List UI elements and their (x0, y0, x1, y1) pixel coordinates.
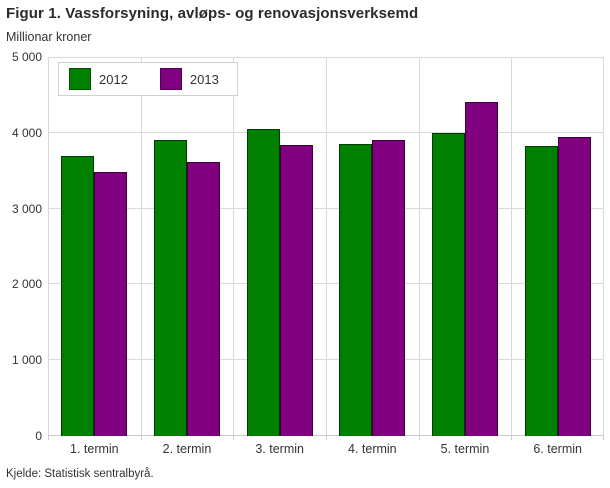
bar-group-2 (141, 57, 234, 436)
y-axis-tick-label: 1 000 (11, 353, 42, 368)
x-axis-label-1: 1. termin (70, 442, 119, 456)
bar-2012-2-termin (153, 140, 187, 436)
x-axis-label-4: 4. termin (348, 442, 397, 456)
legend: 2012 2013 (58, 62, 238, 96)
y-axis-tick-label: 0 (35, 429, 42, 443)
bar-group-3 (233, 57, 326, 436)
bar-2012-5-termin (431, 132, 465, 436)
x-axis-tick (326, 436, 327, 440)
x-axis-tick (48, 436, 49, 440)
bar-group-1 (48, 57, 141, 436)
x-axis-tick (419, 436, 420, 440)
y-axis-unit-label: Millionar kroner (6, 30, 92, 44)
gridline-x (233, 57, 234, 436)
plot-area: 2012 2013 (48, 57, 604, 436)
legend-swatch-2012 (69, 68, 91, 90)
gridline-x (603, 57, 604, 436)
source-caption: Kjelde: Statistisk sentralbyrå. (6, 468, 154, 480)
y-axis-tick-label: 2 000 (11, 277, 42, 292)
gridline-x (326, 57, 327, 436)
bar-2012-3-termin (246, 129, 280, 436)
gridline-x (511, 57, 512, 436)
gridline-x (48, 57, 49, 436)
legend-swatch-2013 (159, 68, 182, 90)
bar-2013-2-termin (186, 161, 220, 436)
x-axis-label-2: 2. termin (162, 442, 212, 456)
x-axis-label-6: 6. termin (533, 442, 582, 456)
bar-group-5 (419, 57, 512, 436)
bar-2013-4-termin (372, 139, 406, 436)
legend-label-2012: 2012 (99, 71, 128, 87)
x-axis-tick (141, 436, 142, 440)
y-axis-tick-label: 5 000 (11, 50, 42, 64)
bar-2012-4-termin (339, 144, 373, 436)
gridline-x (141, 57, 142, 436)
bar-2013-5-termin (464, 102, 498, 436)
legend-item-2013[interactable]: 2013 (159, 68, 219, 90)
bar-group-4 (326, 57, 419, 436)
x-axis-label-5: 5. termin (440, 442, 490, 456)
bar-2013-1-termin (94, 172, 128, 436)
bar-2013-6-termin (557, 137, 591, 436)
bar-2012-6-termin (524, 146, 558, 436)
legend-label-2013: 2013 (189, 71, 219, 87)
bar-2012-1-termin (61, 155, 95, 436)
y-axis-tick-label: 4 000 (11, 125, 42, 140)
x-axis-label-3: 3. termin (255, 442, 304, 456)
x-axis-tick (233, 436, 234, 440)
x-axis-tick (511, 436, 512, 440)
y-axis-tick-label: 3 000 (11, 201, 42, 216)
legend-item-2012[interactable]: 2012 (69, 68, 128, 90)
chart-title: Figur 1. Vassforsyning, avløps- og renov… (6, 5, 419, 22)
bar-group-6 (511, 57, 604, 436)
bar-2013-3-termin (279, 144, 313, 436)
gridline-x (419, 57, 420, 436)
x-axis-tick (603, 436, 604, 440)
